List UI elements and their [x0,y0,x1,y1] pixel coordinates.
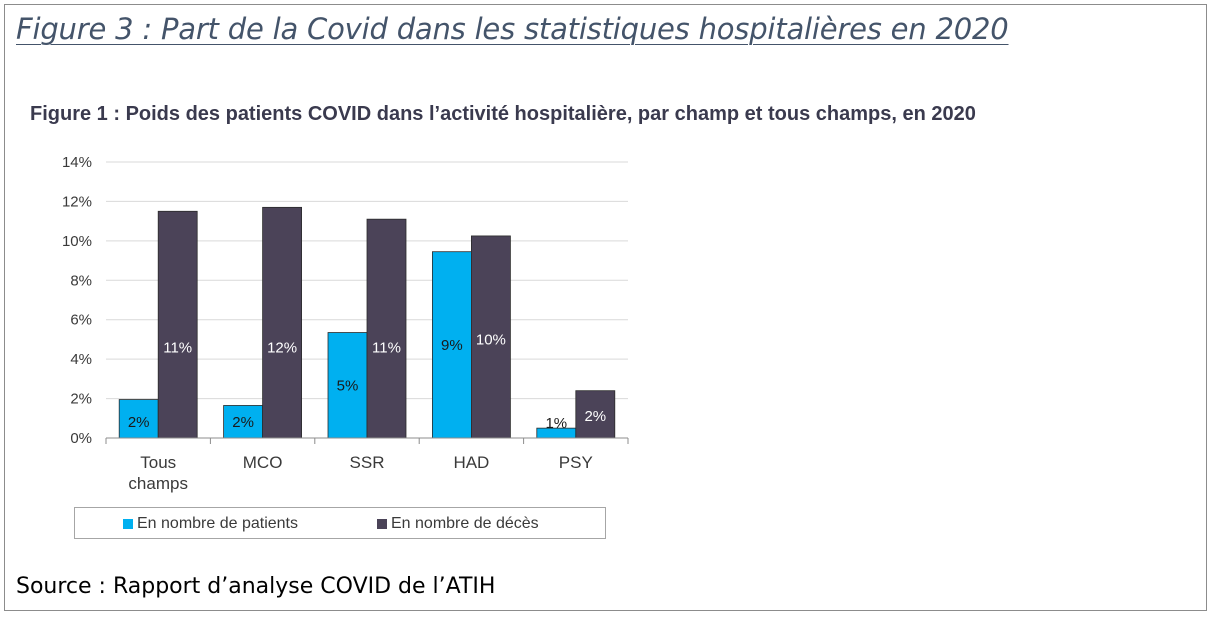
category-label: PSY [559,453,593,472]
category-label: champs [128,474,188,493]
y-tick-label: 4% [70,351,92,368]
category-label: HAD [453,453,489,472]
bar-deces [157,210,198,439]
y-tick-label: 12% [62,193,92,210]
labels: 0% 2% 4% 6% 8% 10% 12% 14% 2% 2% 5% 9% 1% 11% 12% 11% 10… [62,154,606,493]
bar-deces [262,206,303,439]
y-tick-label: 0% [70,430,92,447]
chart-title: Figure 1 : Poids des patients COVID dans… [30,103,976,125]
data-label: 11% [372,339,401,356]
y-tick-label: 6% [70,312,92,329]
legend-swatch-deces [377,519,387,529]
bar-deces [575,390,616,439]
axes [105,437,629,444]
legend-item-patients: En nombre de patients [123,515,298,533]
bars [118,206,616,439]
bar-patients [327,332,368,439]
data-label: 5% [337,377,359,394]
data-label: 10% [476,331,506,348]
category-label: Tous [140,453,176,472]
data-label: 2% [584,408,606,425]
legend-label-patients: En nombre de patients [137,515,298,532]
y-tick-label: 10% [62,233,92,250]
legend-item-deces: En nombre de décès [377,515,539,533]
figure-frame [4,4,1207,611]
data-label: 2% [128,414,150,431]
category-label: MCO [243,453,283,472]
data-label: 1% [545,415,567,432]
source-note: Source : Rapport d’analyse COVID de l’AT… [16,574,496,599]
data-label: 2% [232,414,254,431]
figure-title: Figure 3 : Part de la Covid dans les sta… [16,12,1009,46]
data-label: 12% [267,339,297,356]
bar-deces [366,218,407,439]
y-tick-label: 2% [70,391,92,408]
y-tick-label: 8% [70,272,92,289]
legend-swatch-patients [123,519,133,529]
data-label: 11% [163,339,192,356]
legend-label-deces: En nombre de décès [391,515,539,532]
y-tick-label: 14% [62,154,92,171]
chart-legend: En nombre de patients En nombre de décès [74,507,606,539]
data-label: 9% [441,337,463,354]
category-label: SSR [350,453,385,472]
bar-deces [470,235,511,439]
